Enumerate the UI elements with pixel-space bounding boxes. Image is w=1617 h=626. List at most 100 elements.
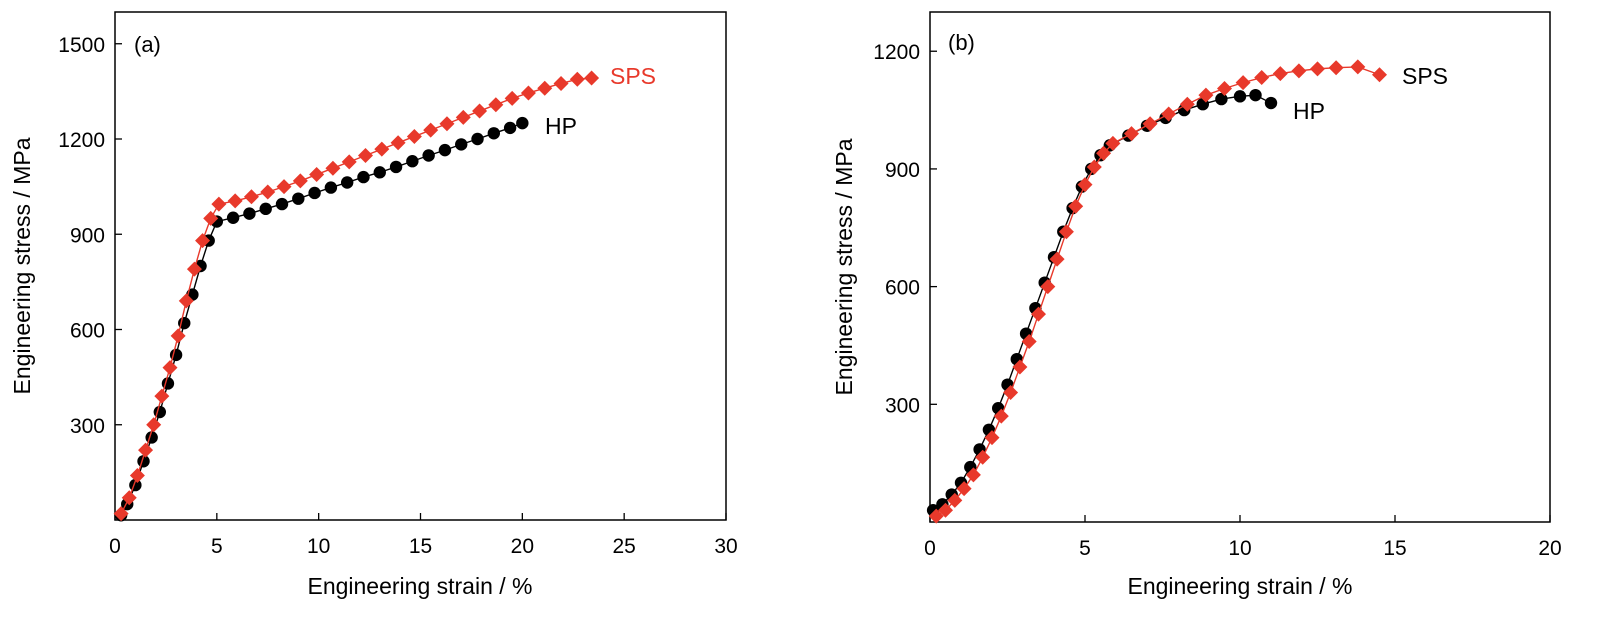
panel-b: 0 5 10 15 20 300 600 900 1200 (b) Engineering st… [831,11,1562,599]
point-sps-a [129,468,145,484]
point-sps-b [1049,251,1065,267]
point-sps-b [956,481,972,497]
point-sps-a [390,135,406,151]
point-sps-a [154,388,170,404]
point-sps-a [584,70,600,86]
point-hp-a [455,138,468,151]
point-hp-a [308,186,321,200]
point-sps-b [1105,135,1121,151]
point-sps-a [227,193,243,209]
point-sps-a [520,85,536,101]
point-sps-b [1254,70,1270,86]
x-tick-label-a: 30 [714,535,737,558]
point-hp-a [389,160,403,174]
point-sps-a [178,293,194,309]
point-sps-a [121,490,137,506]
point-sps-a [276,179,292,195]
point-sps-a [341,154,357,170]
point-sps-a [406,128,422,144]
y-tick-label-a: 600 [70,320,105,343]
point-sps-b [1291,63,1307,79]
point-sps-a [374,141,390,157]
point-hp-b [1264,96,1278,110]
point-sps-b [1124,126,1139,142]
point-sps-a [537,80,553,96]
point-sps-a [243,189,259,205]
point-sps-a [439,116,455,132]
legend-label-hp-a: HP [545,113,577,139]
y-tick-label-b: 300 [885,394,920,417]
point-sps-b [1021,334,1037,350]
x-tick-label-b: 5 [1079,537,1091,560]
point-sps-b [1012,359,1028,375]
ticks-a: 0 5 10 15 20 25 30 300 600 900 1200 1500 [58,34,737,558]
y-axis-title-b: Engineering stress / MPa [831,138,857,395]
y-tick-label-b: 900 [885,159,920,182]
point-sps-a [358,148,374,164]
panel-a: 0 5 10 15 20 25 30 300 600 900 1200 1500 (a) Engine… [9,11,738,599]
plot-frame-b [929,11,1551,523]
y-tick-label-a: 900 [70,224,105,247]
legend-label-sps-b: SPS [1402,63,1448,89]
point-hp-b [1233,90,1247,103]
legend-label-hp-b: HP [1293,98,1325,124]
point-hp-a [471,132,484,146]
point-hp-a [226,211,240,224]
point-sps-a [292,173,308,189]
x-axis-title-b: Engineering strain / % [1127,573,1352,599]
point-sps-b [1217,81,1232,96]
point-sps-a [138,442,154,458]
series-line-sps-b [935,66,1380,517]
point-hp-a [516,116,529,130]
point-sps-a [162,360,178,376]
x-tick-label-b: 10 [1228,537,1251,560]
point-sps-a [203,210,219,226]
point-sps-b [1161,106,1177,122]
y-tick-label-a: 1200 [58,129,105,152]
series-b [926,59,1387,524]
point-sps-b [1142,116,1158,132]
point-hp-a [487,127,501,140]
point-sps-b [1235,75,1251,91]
point-sps-b [1372,67,1387,83]
x-axis-title-a: Engineering strain / % [307,573,532,599]
x-tick-label-a: 5 [211,535,223,558]
point-sps-b [1310,61,1325,77]
legend-label-sps-a: SPS [610,63,656,89]
point-sps-a [488,97,504,113]
point-sps-b [1328,60,1344,76]
x-tick-label-b: 20 [1538,537,1561,560]
point-sps-b [1179,96,1195,112]
point-hp-a [292,192,305,205]
point-sps-a [325,160,341,176]
point-sps-a [170,328,186,344]
point-sps-a [113,506,129,522]
point-hp-a [340,176,354,189]
point-sps-a [553,75,569,91]
point-sps-a [186,261,202,277]
point-sps-b [1350,59,1366,75]
point-sps-b [1096,145,1112,161]
point-sps-b [984,430,1000,446]
series-a [113,70,600,522]
point-sps-a [309,167,325,183]
point-sps-b [1058,224,1074,240]
x-tick-label-a: 25 [612,535,635,558]
point-sps-b [1040,279,1056,295]
point-hp-b [1249,88,1262,102]
point-sps-b [1068,198,1084,214]
point-sps-a [423,122,439,138]
point-hp-a [406,155,419,168]
point-hp-a [259,202,272,216]
point-sps-b [1031,306,1046,322]
y-tick-label-a: 300 [70,415,105,438]
panel-label-a: (a) [134,32,161,57]
point-sps-a [472,103,488,119]
point-hp-a [503,121,517,135]
point-sps-b [993,408,1009,424]
x-tick-label-a: 15 [409,535,432,558]
point-sps-a [195,233,211,249]
ticks-b: 0 5 10 15 20 300 600 900 1200 [873,41,1561,560]
point-sps-a [211,196,227,212]
